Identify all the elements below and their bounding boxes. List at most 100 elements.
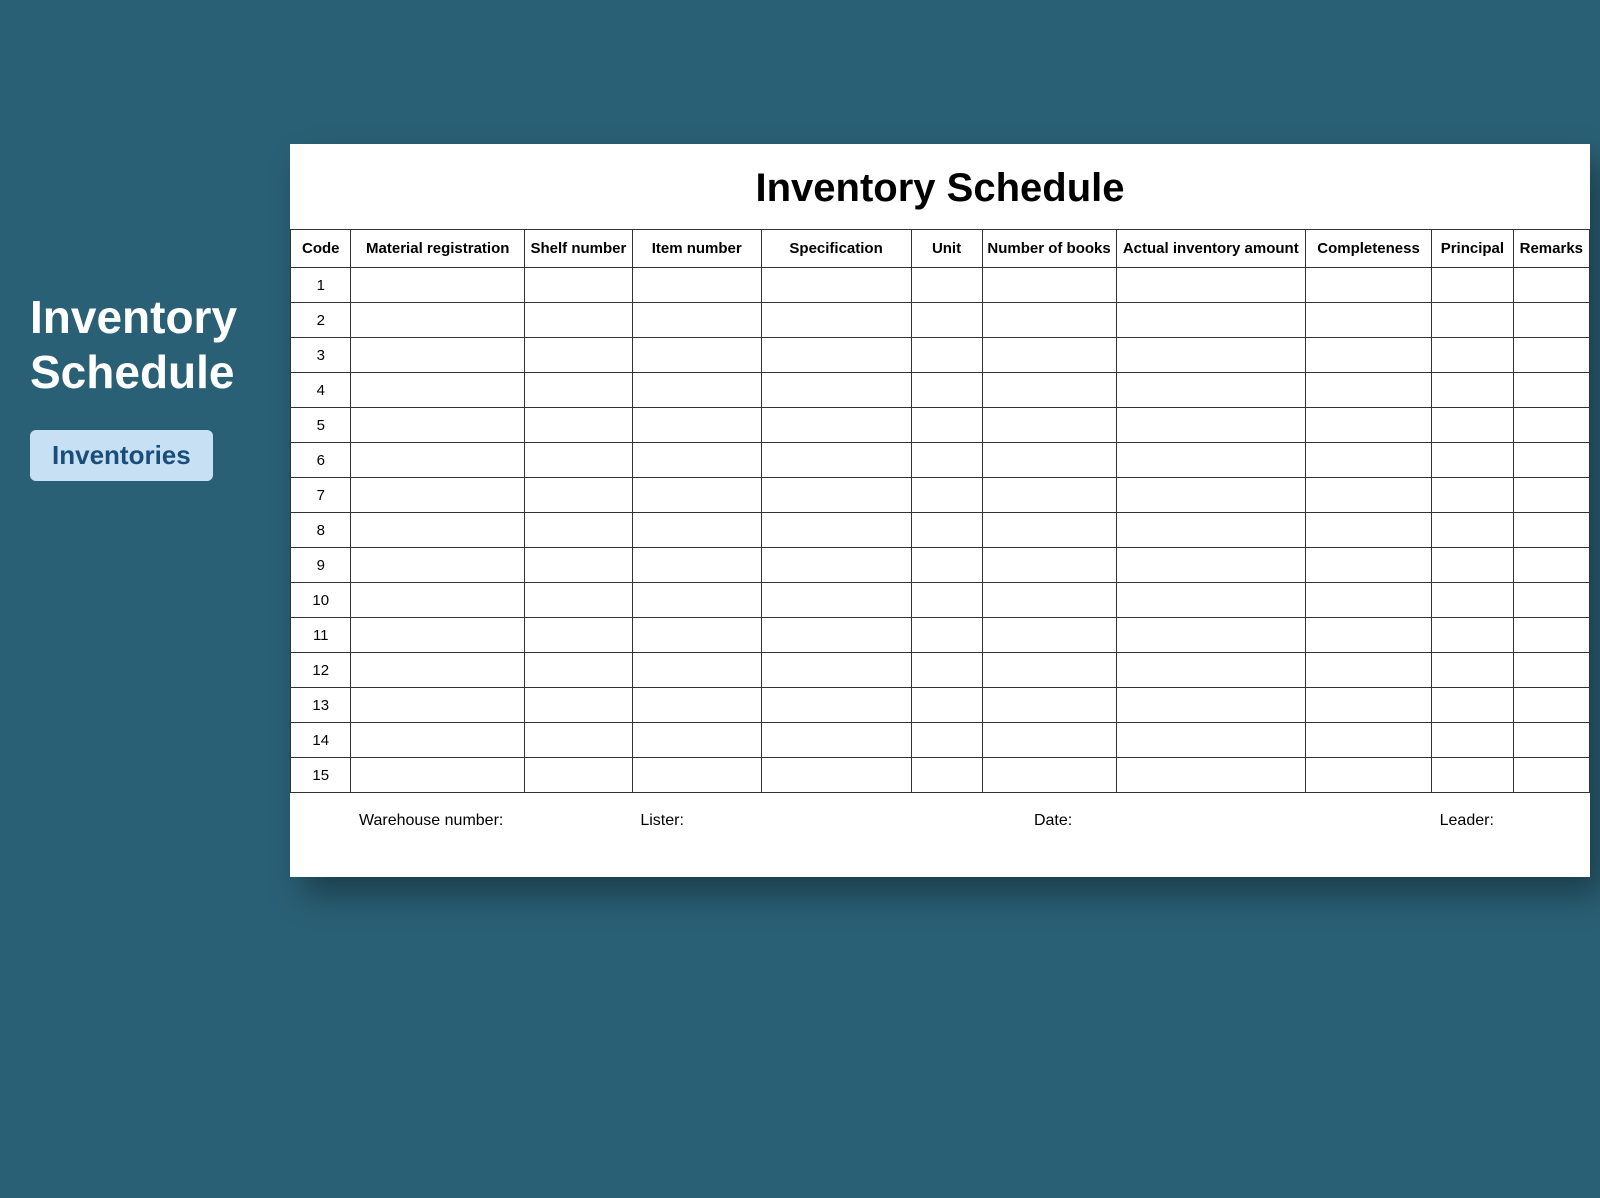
cell-empty [632, 408, 761, 443]
cell-empty [1305, 373, 1431, 408]
col-header-shelf: Shelf number [525, 230, 633, 268]
cell-empty [1305, 583, 1431, 618]
cell-empty [982, 443, 1116, 478]
cell-empty [525, 688, 633, 723]
cell-empty [1513, 268, 1589, 303]
cell-empty [1432, 653, 1514, 688]
cell-empty [982, 583, 1116, 618]
cell-empty [982, 408, 1116, 443]
cell-code: 12 [291, 653, 351, 688]
cell-code: 13 [291, 688, 351, 723]
cell-empty [632, 303, 761, 338]
table-row: 3 [291, 338, 1590, 373]
table-footer-row: Warehouse number: Lister: Date: Leader: [291, 793, 1590, 849]
cell-empty [911, 373, 982, 408]
col-header-item: Item number [632, 230, 761, 268]
cell-empty [632, 338, 761, 373]
cell-empty [1513, 513, 1589, 548]
table-row: 1 [291, 268, 1590, 303]
cell-empty [525, 618, 633, 653]
cell-empty [1432, 758, 1514, 793]
cell-empty [351, 723, 525, 758]
col-header-matreg: Material registration [351, 230, 525, 268]
cell-code: 7 [291, 478, 351, 513]
cell-empty [911, 303, 982, 338]
cell-code: 14 [291, 723, 351, 758]
cell-empty [632, 443, 761, 478]
cell-empty [1116, 618, 1305, 653]
table-row: 5 [291, 408, 1590, 443]
cell-empty [1513, 443, 1589, 478]
cell-empty [761, 373, 911, 408]
cell-empty [911, 583, 982, 618]
cell-empty [761, 653, 911, 688]
cell-empty [1513, 408, 1589, 443]
cell-empty [761, 548, 911, 583]
cell-empty [1305, 478, 1431, 513]
cell-empty [911, 723, 982, 758]
cell-empty [1513, 758, 1589, 793]
table-row: 13 [291, 688, 1590, 723]
col-header-code: Code [291, 230, 351, 268]
cell-empty [525, 653, 633, 688]
cell-empty [1432, 268, 1514, 303]
cell-empty [911, 688, 982, 723]
cell-empty [632, 618, 761, 653]
cell-empty [632, 688, 761, 723]
cell-empty [1513, 373, 1589, 408]
cell-empty [911, 513, 982, 548]
cell-empty [1116, 688, 1305, 723]
cell-empty [761, 408, 911, 443]
cell-empty [1432, 408, 1514, 443]
cell-empty [1432, 723, 1514, 758]
footer-warehouse-label: Warehouse number: [351, 793, 525, 849]
cell-empty [1305, 303, 1431, 338]
cell-empty [1432, 688, 1514, 723]
cell-empty [1305, 548, 1431, 583]
cell-empty [351, 338, 525, 373]
cell-empty [1305, 408, 1431, 443]
cell-empty [982, 548, 1116, 583]
cell-empty [761, 618, 911, 653]
cell-empty [1432, 583, 1514, 618]
cell-empty [525, 513, 633, 548]
cell-empty [1116, 583, 1305, 618]
inventories-tag[interactable]: Inventories [30, 430, 213, 481]
table-row: 8 [291, 513, 1590, 548]
cell-empty [1116, 513, 1305, 548]
cell-empty [525, 548, 633, 583]
cell-empty [982, 688, 1116, 723]
cell-empty [1116, 303, 1305, 338]
cell-empty [1513, 548, 1589, 583]
cell-empty [351, 513, 525, 548]
footer-lister-label: Lister: [632, 793, 761, 849]
table-row: 10 [291, 583, 1590, 618]
cell-empty [351, 653, 525, 688]
col-header-compl: Completeness [1305, 230, 1431, 268]
cell-empty [1305, 338, 1431, 373]
cell-empty [761, 303, 911, 338]
cell-empty [1513, 338, 1589, 373]
col-header-spec: Specification [761, 230, 911, 268]
cell-code: 5 [291, 408, 351, 443]
cell-empty [351, 408, 525, 443]
cell-empty [1116, 408, 1305, 443]
table-row: 12 [291, 653, 1590, 688]
page-title: Inventory Schedule [30, 290, 290, 400]
cell-empty [632, 478, 761, 513]
cell-empty [1513, 478, 1589, 513]
cell-empty [1513, 618, 1589, 653]
cell-empty [1432, 338, 1514, 373]
cell-empty [351, 373, 525, 408]
cell-empty [911, 443, 982, 478]
cell-empty [982, 653, 1116, 688]
cell-empty [1305, 268, 1431, 303]
cell-empty [632, 513, 761, 548]
cell-empty [525, 373, 633, 408]
sidebar: Inventory Schedule Inventories [30, 290, 290, 481]
inventory-sheet: Inventory Schedule Code Material registr… [290, 144, 1590, 877]
table-row: 15 [291, 758, 1590, 793]
cell-empty [525, 443, 633, 478]
footer-date-label: Date: [982, 793, 1116, 849]
cell-code: 3 [291, 338, 351, 373]
